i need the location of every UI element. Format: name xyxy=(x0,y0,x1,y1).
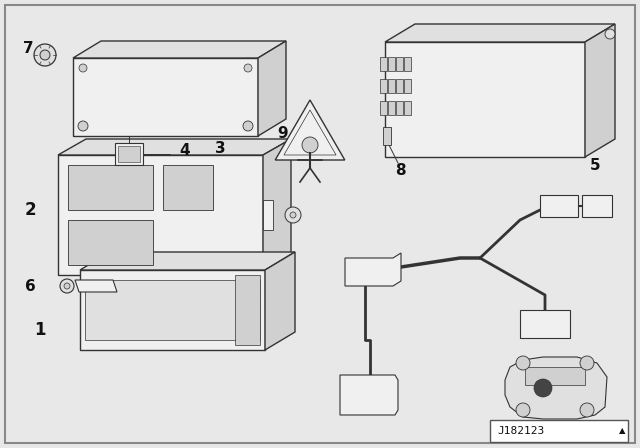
Polygon shape xyxy=(163,165,213,210)
Polygon shape xyxy=(68,165,153,210)
Circle shape xyxy=(516,356,530,370)
Circle shape xyxy=(290,212,296,218)
Circle shape xyxy=(60,279,74,293)
Bar xyxy=(404,57,411,71)
Text: 5: 5 xyxy=(589,158,600,172)
Text: 3: 3 xyxy=(214,141,225,155)
Circle shape xyxy=(78,121,88,131)
Bar xyxy=(396,57,403,71)
Bar xyxy=(383,127,391,145)
Bar xyxy=(404,79,411,93)
Bar xyxy=(490,420,628,442)
Circle shape xyxy=(285,207,301,223)
Polygon shape xyxy=(345,253,401,286)
Text: 2: 2 xyxy=(24,201,36,219)
Polygon shape xyxy=(520,310,570,338)
Bar xyxy=(388,79,395,93)
Circle shape xyxy=(580,356,594,370)
Circle shape xyxy=(302,137,318,153)
Circle shape xyxy=(79,64,87,72)
Circle shape xyxy=(243,121,253,131)
Bar xyxy=(235,275,260,345)
Text: 7: 7 xyxy=(22,40,33,56)
Polygon shape xyxy=(85,280,260,340)
Circle shape xyxy=(516,403,530,417)
Text: J182123: J182123 xyxy=(497,426,544,436)
Text: 9: 9 xyxy=(278,125,288,141)
Polygon shape xyxy=(80,252,295,270)
Polygon shape xyxy=(80,270,265,350)
Bar xyxy=(396,101,403,115)
Polygon shape xyxy=(385,42,585,157)
Polygon shape xyxy=(505,357,607,419)
Bar xyxy=(396,79,403,93)
Polygon shape xyxy=(385,24,615,42)
Polygon shape xyxy=(540,195,578,217)
Polygon shape xyxy=(340,375,398,415)
Polygon shape xyxy=(582,195,612,217)
Circle shape xyxy=(244,64,252,72)
Polygon shape xyxy=(73,41,286,58)
Text: 4: 4 xyxy=(180,142,190,158)
Bar xyxy=(118,146,140,162)
Circle shape xyxy=(580,403,594,417)
Polygon shape xyxy=(265,252,295,350)
Polygon shape xyxy=(115,143,143,165)
Circle shape xyxy=(64,283,70,289)
Bar xyxy=(388,101,395,115)
Polygon shape xyxy=(525,367,585,385)
Polygon shape xyxy=(73,58,258,136)
Polygon shape xyxy=(263,139,291,275)
Text: 6: 6 xyxy=(24,279,35,293)
Polygon shape xyxy=(68,220,153,265)
Bar xyxy=(388,57,395,71)
Bar xyxy=(380,101,387,115)
Polygon shape xyxy=(263,200,273,230)
Bar xyxy=(380,57,387,71)
Circle shape xyxy=(605,29,615,39)
Circle shape xyxy=(534,379,552,397)
Polygon shape xyxy=(258,41,286,136)
Text: 8: 8 xyxy=(395,163,405,177)
Polygon shape xyxy=(75,280,117,292)
Bar xyxy=(404,101,411,115)
Bar xyxy=(380,79,387,93)
Polygon shape xyxy=(275,100,345,160)
Polygon shape xyxy=(585,24,615,157)
Text: 1: 1 xyxy=(35,321,45,339)
Polygon shape xyxy=(58,139,291,155)
Polygon shape xyxy=(58,155,263,275)
Circle shape xyxy=(34,44,56,66)
Circle shape xyxy=(40,50,50,60)
Text: ▲: ▲ xyxy=(619,426,625,435)
